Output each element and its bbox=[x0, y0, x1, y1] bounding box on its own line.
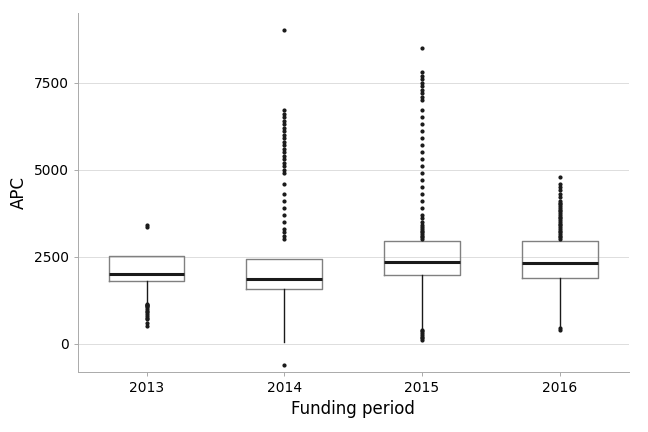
Y-axis label: APC: APC bbox=[10, 176, 28, 209]
X-axis label: Funding period: Funding period bbox=[291, 400, 415, 418]
